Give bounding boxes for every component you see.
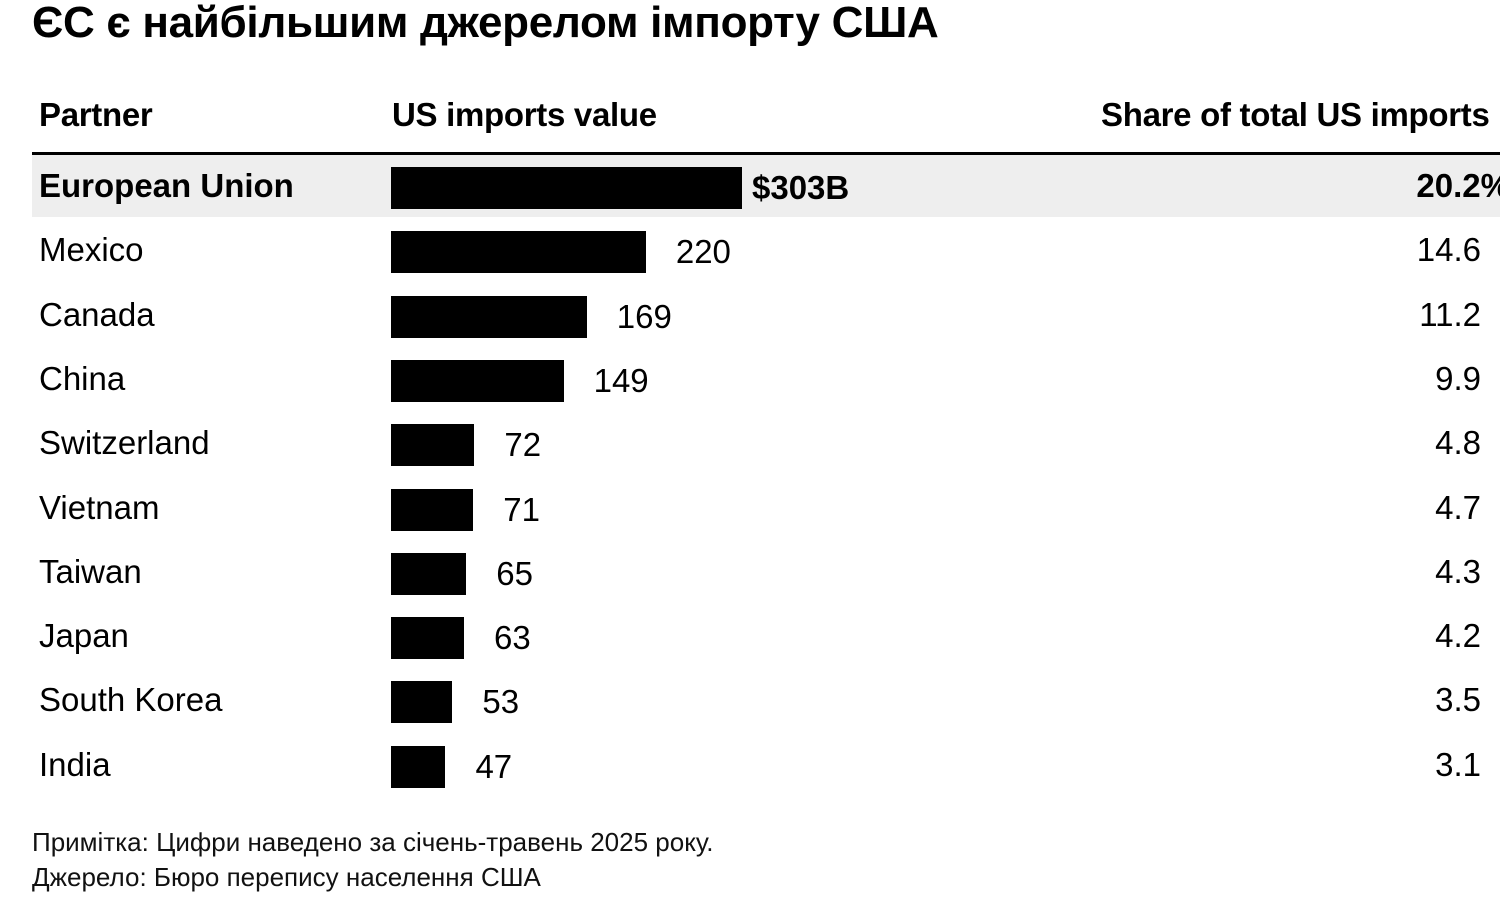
partner-label: Switzerland — [39, 424, 210, 462]
partner-label: South Korea — [39, 681, 223, 719]
table-row: Mexico 220 14.6 — [32, 219, 1500, 281]
partner-label: European Union — [39, 167, 294, 204]
bar — [391, 745, 446, 788]
bar-value-label: 65 — [496, 554, 534, 592]
column-header-partner: Partner — [39, 96, 153, 133]
partner-label: China — [39, 359, 126, 397]
table-row: Taiwan 65 4.3 — [32, 541, 1500, 603]
bar-value-label: 47 — [475, 747, 513, 785]
partner-label: Canada — [39, 295, 155, 333]
bar — [391, 359, 564, 402]
footnote: Примітка: Цифри наведено за січень-траве… — [32, 827, 714, 857]
bar-value-label: 63 — [493, 619, 531, 657]
bar — [391, 617, 464, 660]
bar-chart-table: European Union $303B 20.2% Mexico 220 14.6 Can… — [0, 155, 1500, 795]
bar — [391, 231, 646, 274]
bar — [391, 681, 453, 724]
bar-value-label: 220 — [675, 233, 731, 271]
bar-value-label: 72 — [504, 426, 542, 464]
share-value: 20.2% — [1416, 167, 1500, 204]
table-row: European Union $303B 20.2% — [32, 155, 1500, 217]
header-rule — [32, 152, 1500, 155]
share-value: 3.5 — [1435, 681, 1481, 719]
partner-label: India — [39, 745, 111, 783]
partner-label: Mexico — [39, 231, 144, 269]
table-row: China 149 9.9 — [32, 348, 1500, 410]
table-row: Japan 63 4.2 — [32, 605, 1500, 667]
table-row: Switzerland 72 4.8 — [32, 412, 1500, 474]
bar-value-label: 71 — [503, 490, 540, 528]
bar-value-label: 53 — [482, 683, 520, 721]
bar-value-label: 149 — [593, 361, 649, 399]
bar — [391, 295, 587, 338]
bar — [391, 424, 475, 467]
table-row: Canada 169 11.2 — [32, 284, 1500, 346]
source-note: Джерело: Бюро перепису населення США — [32, 862, 541, 892]
partner-label: Vietnam — [39, 488, 160, 526]
bar — [391, 167, 742, 209]
share-value: 4.3 — [1435, 552, 1481, 590]
bar-value-label: 169 — [616, 297, 672, 335]
bar-value-label: $303B — [752, 169, 850, 206]
partner-label: Japan — [39, 617, 129, 655]
table-row: Vietnam 71 4.7 — [32, 477, 1500, 539]
share-value: 11.2 — [1419, 295, 1481, 333]
share-value: 4.8 — [1435, 424, 1481, 462]
share-value: 14.6 — [1416, 231, 1481, 269]
share-value: 4.7 — [1435, 488, 1481, 526]
share-value: 3.1 — [1435, 745, 1481, 783]
table-row: India 47 3.1 — [32, 734, 1500, 796]
share-value: 9.9 — [1435, 359, 1481, 397]
bar — [391, 488, 474, 531]
bar — [391, 552, 467, 595]
column-header-share: Share of total US imports — [1101, 96, 1490, 133]
table-row: South Korea 53 3.5 — [32, 669, 1500, 731]
partner-label: Taiwan — [39, 552, 142, 590]
share-value: 4.2 — [1435, 617, 1481, 655]
column-header-value: US imports value — [392, 96, 657, 133]
chart-title: ЄС є найбільшим джерелом імпорту США — [32, 0, 939, 47]
